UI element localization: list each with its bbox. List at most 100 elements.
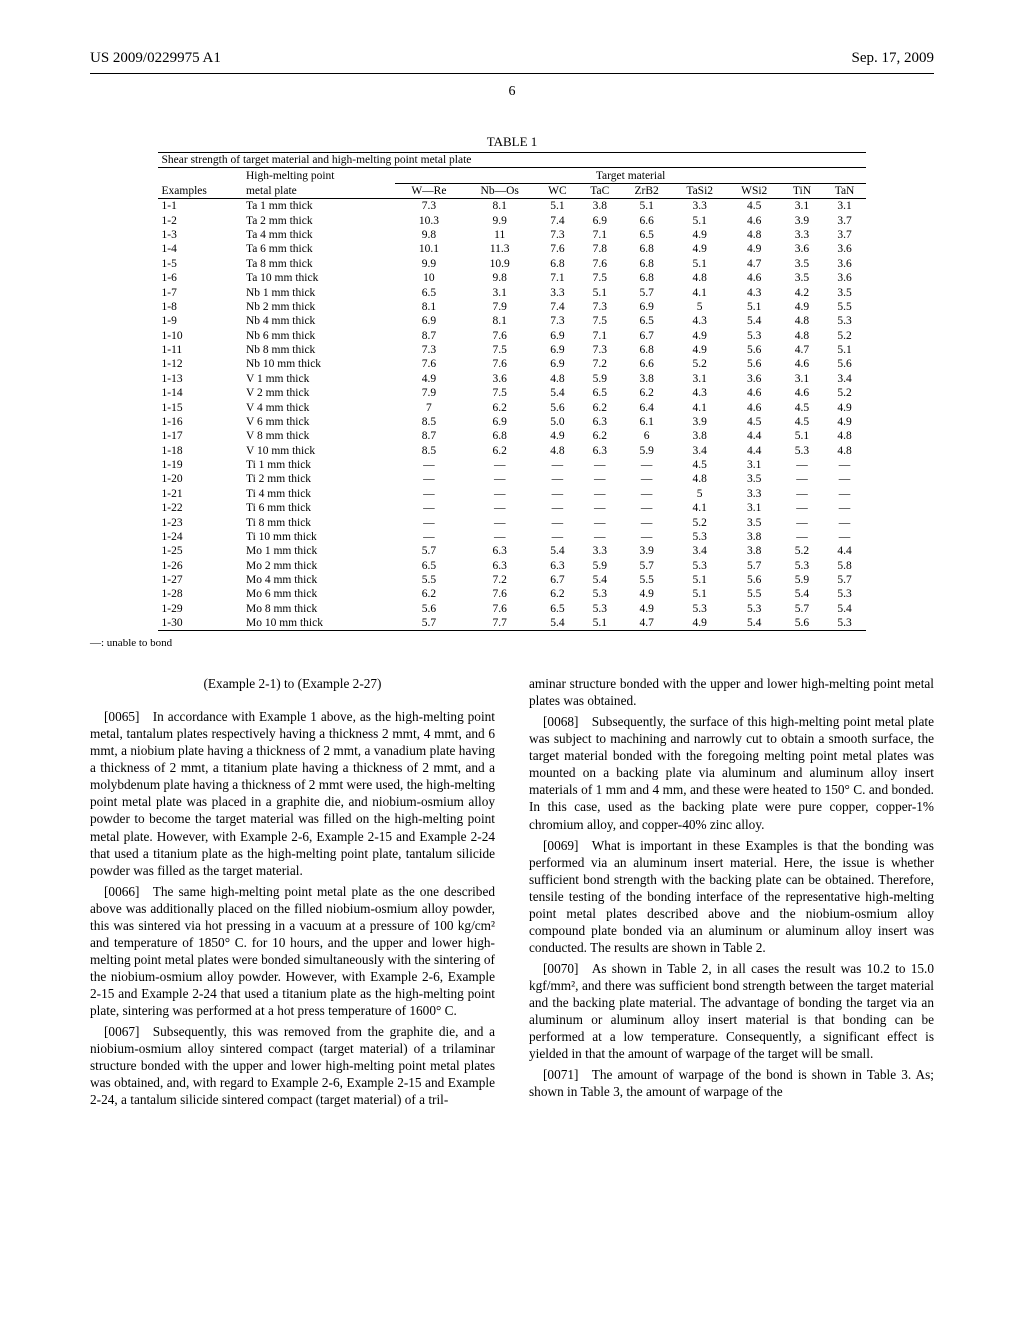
cell-value: 3.1 [463,285,536,299]
cell-value: 7.2 [463,573,536,587]
cell-value: 5.5 [395,573,463,587]
cell-value: 6.5 [395,559,463,573]
cell-value: 5.7 [395,544,463,558]
table-row: 1-19Ti 1 mm thick—————4.53.1—— [158,458,867,472]
cell-value: 6.8 [621,271,672,285]
cell-value: 3.6 [463,372,536,386]
cell-value: 5.3 [672,559,727,573]
cell-value: 7.6 [536,242,578,256]
cell-value: 5.7 [395,616,463,631]
cell-value: 3.4 [672,544,727,558]
table-caption: Shear strength of target material and hi… [158,153,867,168]
cell-value: 5.1 [672,573,727,587]
cell-value: 5.1 [672,587,727,601]
cell-value: 4.9 [823,400,867,414]
cell-value: 5.3 [672,602,727,616]
cell-value: — [781,530,822,544]
cell-value: 9.9 [463,214,536,228]
cell-value: — [621,530,672,544]
cell-value: 4.9 [781,300,822,314]
cell-value: 3.8 [672,429,727,443]
cell-value: — [578,530,621,544]
cell-value: 6.1 [621,415,672,429]
cell-value: 4.6 [781,357,822,371]
cell-value: — [463,515,536,529]
cell-value: — [621,501,672,515]
cell-value: 5.1 [823,343,867,357]
cell-value: 4.4 [727,444,781,458]
cell-plate: V 8 mm thick [242,429,395,443]
cell-value: 5.6 [823,357,867,371]
cell-value: — [781,458,822,472]
cell-value: 3.4 [823,372,867,386]
cell-value: 7.8 [578,242,621,256]
cell-value: 7.6 [463,587,536,601]
col-tac: TaC [578,183,621,198]
table-row: 1-25Mo 1 mm thick5.76.35.43.33.93.43.85.… [158,544,867,558]
cell-value: — [578,515,621,529]
cell-value: 5.9 [578,559,621,573]
cell-value: 5.6 [727,573,781,587]
cell-value: 4.1 [672,400,727,414]
cell-value: 3.8 [727,530,781,544]
cell-value: 4.8 [536,444,578,458]
cell-value: 6.8 [536,257,578,271]
cell-value: 10 [395,271,463,285]
cell-value: — [823,530,867,544]
cell-plate: V 6 mm thick [242,415,395,429]
cell-value: 4.8 [781,329,822,343]
cell-value: 7.7 [463,616,536,631]
cell-value: 4.4 [823,544,867,558]
cell-value: 5.2 [823,329,867,343]
cell-value: 5.0 [536,415,578,429]
cell-value: 8.7 [395,429,463,443]
cell-value: 7.3 [395,199,463,214]
cell-value: 4.9 [536,429,578,443]
cell-example: 1-11 [158,343,242,357]
cell-value: 4.6 [727,271,781,285]
cell-value: — [395,487,463,501]
cell-value: 7.2 [578,357,621,371]
cell-value: 4.8 [823,429,867,443]
table-row: 1-9Nb 4 mm thick6.98.17.37.56.54.35.44.8… [158,314,867,328]
cell-value: 7.6 [463,602,536,616]
table-row: 1-2Ta 2 mm thick10.39.97.46.96.65.14.63.… [158,214,867,228]
table-row: 1-6Ta 10 mm thick109.87.17.56.84.84.63.5… [158,271,867,285]
cell-value: 5.2 [823,386,867,400]
cell-value: — [823,487,867,501]
cell-value: — [621,487,672,501]
cell-value: 3.9 [781,214,822,228]
cell-value: 4.4 [727,429,781,443]
cell-value: 6.9 [536,329,578,343]
col-tan: TaN [823,183,867,198]
cell-value: 6.2 [578,400,621,414]
cell-value: 4.8 [727,228,781,242]
para-0066: [0066] The same high-melting point metal… [90,883,495,1019]
cell-value: 4.5 [781,415,822,429]
para-0069: [0069] What is important in these Exampl… [529,837,934,956]
cell-plate: Mo 1 mm thick [242,544,395,558]
cell-value: 4.5 [727,199,781,214]
cell-value: 6.7 [621,329,672,343]
table-row: 1-3Ta 4 mm thick9.8117.37.16.54.94.83.33… [158,228,867,242]
cell-value: 6.5 [621,314,672,328]
col-wsi2: WSi2 [727,183,781,198]
cell-plate: Mo 10 mm thick [242,616,395,631]
table-row: 1-29Mo 8 mm thick5.67.66.55.34.95.35.35.… [158,602,867,616]
cell-plate: Ti 1 mm thick [242,458,395,472]
cell-example: 1-21 [158,487,242,501]
col-group-1: High-melting point [242,168,395,183]
cell-value: 7.3 [578,300,621,314]
cell-value: 9.8 [463,271,536,285]
cell-value: 11.3 [463,242,536,256]
cell-value: 7.6 [463,357,536,371]
cell-value: 6.6 [621,357,672,371]
cell-value: 5.6 [727,357,781,371]
cell-plate: Nb 2 mm thick [242,300,395,314]
table-row: 1-20Ti 2 mm thick—————4.83.5—— [158,472,867,486]
cell-value: 4.8 [823,444,867,458]
table-row: 1-10Nb 6 mm thick8.77.66.97.16.74.95.34.… [158,329,867,343]
cell-value: 5.4 [727,314,781,328]
cell-value: 6.8 [621,242,672,256]
cell-plate: V 10 mm thick [242,444,395,458]
